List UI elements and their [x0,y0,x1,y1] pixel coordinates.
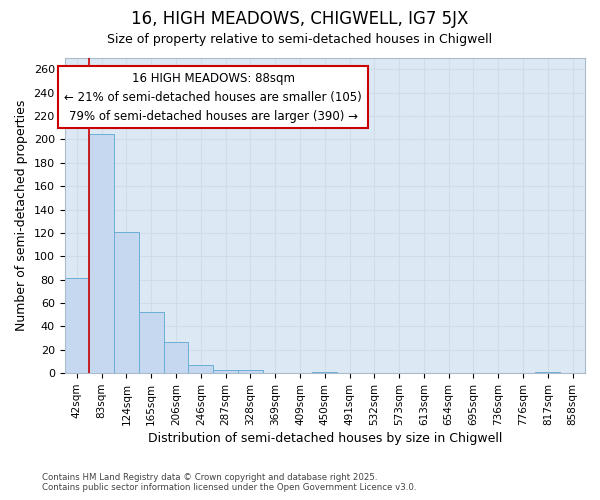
Bar [213,370,238,373]
X-axis label: Distribution of semi-detached houses by size in Chigwell: Distribution of semi-detached houses by … [148,432,502,445]
Bar [65,278,89,373]
Bar [238,370,263,373]
Bar [313,372,337,373]
Text: 16 HIGH MEADOWS: 88sqm
← 21% of semi-detached houses are smaller (105)
79% of se: 16 HIGH MEADOWS: 88sqm ← 21% of semi-det… [64,72,362,122]
Bar [114,232,139,373]
Bar [164,342,188,373]
Y-axis label: Number of semi-detached properties: Number of semi-detached properties [15,100,28,331]
Text: 16, HIGH MEADOWS, CHIGWELL, IG7 5JX: 16, HIGH MEADOWS, CHIGWELL, IG7 5JX [131,10,469,28]
Bar [139,312,164,373]
Bar [89,134,114,373]
Text: Size of property relative to semi-detached houses in Chigwell: Size of property relative to semi-detach… [107,32,493,46]
Bar [188,365,213,373]
Bar [535,372,560,373]
Text: Contains HM Land Registry data © Crown copyright and database right 2025.
Contai: Contains HM Land Registry data © Crown c… [42,473,416,492]
